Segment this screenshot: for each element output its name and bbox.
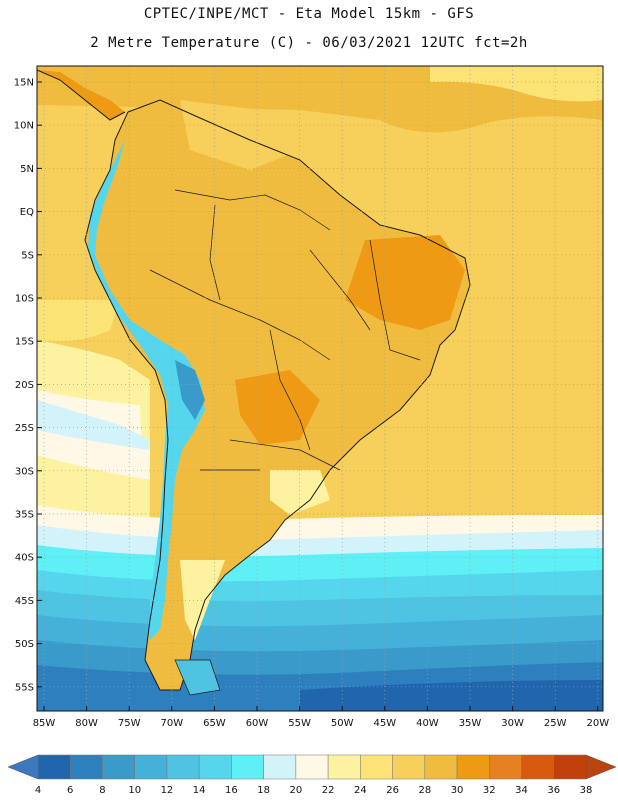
tierra-del-fuego <box>174 659 221 696</box>
coastline-central-america <box>37 69 126 121</box>
colorbar-swatch <box>37 754 71 780</box>
lat-label: 25S <box>15 423 34 434</box>
country-borders <box>149 189 421 471</box>
colorbar: 4 6 8 10 12 14 16 18 20 22 24 26 28 30 32 34 36 38 <box>7 754 617 796</box>
colorbar-swatch <box>134 754 168 780</box>
lon-label: 55W <box>288 718 311 729</box>
colorbar-label: 22 <box>322 785 335 796</box>
chart-title-line1: CPTEC/INPE/MCT - Eta Model 15km - GFS <box>143 6 475 22</box>
land-altiplano-cold <box>175 360 205 420</box>
lon-label: 65W <box>203 718 226 729</box>
colorbar-swatch <box>424 754 458 780</box>
lat-label: 50S <box>15 639 34 650</box>
lat-label: 35S <box>15 510 34 521</box>
land-venezuela-mild <box>180 100 300 170</box>
lat-label: 55S <box>15 682 34 693</box>
colorbar-high-arrow <box>585 754 617 780</box>
colorbar-swatch <box>263 754 297 780</box>
lon-label: 45W <box>373 718 396 729</box>
lat-label: 10N <box>14 121 34 132</box>
field-band-pacific-26 <box>37 300 120 342</box>
temperature-field <box>37 66 603 711</box>
land-uruguay-mild <box>270 470 330 515</box>
colorbar-label: 24 <box>354 785 367 796</box>
colorbar-label: 14 <box>193 785 206 796</box>
coastline-south-america <box>84 99 471 691</box>
lon-label: 70W <box>160 718 183 729</box>
colorbar-swatch <box>69 754 103 780</box>
colorbar-swatch <box>327 754 361 780</box>
colorbar-low-arrow <box>7 754 39 780</box>
colorbar-swatch <box>102 754 135 780</box>
lon-label: 75W <box>118 718 141 729</box>
lat-label: 5S <box>21 250 34 261</box>
map-frame <box>36 65 604 712</box>
land-central-america <box>37 70 125 120</box>
chart-title-line2: 2 Metre Temperature (C) - 06/03/2021 12U… <box>90 35 528 51</box>
lat-label: 20S <box>15 380 34 391</box>
lon-label: 25W <box>544 718 567 729</box>
colorbar-label: 18 <box>257 785 270 796</box>
colorbar-swatch <box>392 754 426 780</box>
colorbar-label: 8 <box>99 785 105 796</box>
colorbar-label: 6 <box>67 785 73 796</box>
lat-label: 5N <box>20 164 34 175</box>
land-hotspot-chaco <box>235 370 320 445</box>
colorbar-swatch <box>295 754 329 780</box>
field-band-south-6 <box>300 680 603 711</box>
colorbar-swatch <box>553 754 587 780</box>
lon-label: 30W <box>501 718 524 729</box>
lat-label: 45S <box>15 596 34 607</box>
lon-label: 20W <box>586 718 609 729</box>
colorbar-label: 16 <box>225 785 238 796</box>
colorbar-label: 28 <box>418 785 431 796</box>
lat-label: 30S <box>15 466 34 477</box>
colorbar-label: 12 <box>161 785 174 796</box>
lon-label: 35W <box>459 718 482 729</box>
colorbar-label: 36 <box>547 785 560 796</box>
lat-label: 15N <box>14 78 34 89</box>
field-band-north-30 <box>37 66 603 133</box>
lat-label: EQ <box>20 207 34 218</box>
colorbar-swatch <box>489 754 522 780</box>
colorbar-label: 30 <box>451 785 464 796</box>
colorbar-label: 4 <box>35 785 41 796</box>
colorbar-label: 20 <box>290 785 303 796</box>
colorbar-label: 34 <box>515 785 528 796</box>
lat-label: 15S <box>15 337 34 348</box>
colorbar-swatch <box>231 754 264 780</box>
land-hotspot-northeast-brazil <box>345 235 465 330</box>
lon-label: 85W <box>33 718 56 729</box>
colorbar-swatch <box>521 754 555 780</box>
colorbar-label: 10 <box>128 785 141 796</box>
land-patagonia-mild <box>180 560 225 640</box>
lat-label: 10S <box>15 294 34 305</box>
lon-label: 60W <box>246 718 269 729</box>
field-band-north-26 <box>430 66 603 102</box>
latitude-labels: 15N 10N 5N EQ 5S 10S 15S 20S 25S 30S 35S 40S 45S 50S 5… <box>14 78 42 693</box>
lon-label: 40W <box>416 718 439 729</box>
lon-label: 80W <box>75 718 98 729</box>
colorbar-label: 26 <box>386 785 399 796</box>
colorbar-swatch <box>360 754 393 780</box>
colorbar-label: 38 <box>580 785 593 796</box>
colorbar-swatch <box>166 754 200 780</box>
colorbar-swatch <box>456 754 490 780</box>
colorbar-swatch <box>198 754 232 780</box>
colorbar-label: 32 <box>483 785 496 796</box>
longitude-labels: 85W 80W 75W 70W 65W 60W 55W 50W 45W 40W 35W 30W 25W 2… <box>33 706 609 729</box>
lon-label: 50W <box>331 718 354 729</box>
lat-label: 40S <box>15 553 34 564</box>
